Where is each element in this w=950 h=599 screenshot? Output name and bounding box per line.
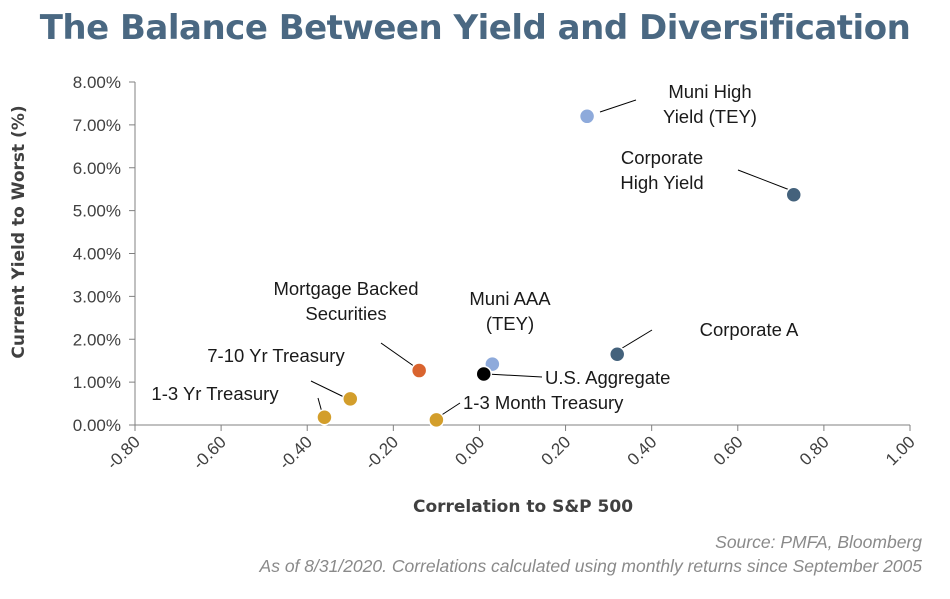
point-label: Corporate A [700, 319, 799, 340]
leader-line [599, 99, 637, 113]
point-label-line: Corporate [621, 147, 703, 168]
point-label: 1-3 Yr Treasury [151, 383, 279, 404]
leader-line [380, 342, 419, 370]
data-point [475, 365, 492, 383]
data-point [428, 411, 445, 429]
point-label-line: 1-3 Yr Treasury [151, 383, 279, 404]
data-point [578, 108, 596, 125]
x-tick-label: -0.40 [275, 432, 316, 473]
x-tick-label: 0.80 [796, 432, 833, 469]
point-label-line: Corporate A [700, 319, 799, 340]
y-tick-label: 0.00% [73, 416, 121, 435]
leader-lines [310, 99, 796, 419]
point-label: Corporate High Yield [620, 147, 703, 193]
point-label-line: Mortgage Backed [273, 278, 418, 299]
y-axis-title: Current Yield to Worst (%) [9, 105, 29, 358]
data-point [342, 390, 359, 408]
point-label-line: 7-10 Yr Treasury [207, 345, 345, 366]
point-label-line: 1-3 Month Treasury [463, 392, 624, 413]
point-label: 7-10 Yr Treasury [207, 345, 345, 366]
y-tick-label: 7.00% [73, 116, 121, 135]
y-tick-label: 8.00% [73, 73, 121, 92]
x-tick-label: 0.20 [538, 432, 575, 469]
y-tick-label: 1.00% [73, 373, 121, 392]
x-tick-label: 0.00 [451, 432, 488, 469]
data-points [316, 108, 802, 429]
y-tick-label: 4.00% [73, 245, 121, 264]
point-label-line: Securities [305, 303, 386, 324]
point-label: Mortgage Backed Securities [273, 278, 418, 324]
data-point [410, 362, 428, 379]
chart-title: The Balance Between Yield and Diversific… [39, 8, 911, 48]
tick-labels: 0.00% 1.00% 2.00% 3.00% 4.00% 5.00% 6.00% 7.00%… [73, 73, 919, 473]
point-label-line: U.S. Aggregate [545, 367, 670, 388]
data-point [316, 409, 333, 426]
x-axis-title: Correlation to S&P 500 [413, 497, 633, 517]
leader-line [486, 373, 543, 378]
point-label-line: Muni High [668, 81, 751, 102]
data-point [608, 346, 626, 363]
leader-line [310, 380, 345, 398]
y-tick-label: 2.00% [73, 330, 121, 349]
x-tick-label: 1.00 [882, 432, 919, 469]
x-tick-label: 0.40 [624, 432, 661, 469]
y-tick-label: 6.00% [73, 159, 121, 178]
y-tick-label: 5.00% [73, 202, 121, 221]
point-label-line: (TEY) [486, 313, 534, 334]
point-label-line: Muni AAA [469, 288, 551, 309]
point-label: 1-3 Month Treasury [463, 392, 624, 413]
point-label-line: Yield (TEY) [663, 106, 757, 127]
data-point [785, 186, 802, 204]
point-label: U.S. Aggregate [545, 367, 670, 388]
leader-line [737, 169, 796, 193]
point-label: Muni High Yield (TEY) [663, 81, 757, 127]
y-tick-label: 3.00% [73, 287, 121, 306]
source-note: Source: PMFA, Bloomberg [715, 532, 922, 552]
leader-line [618, 329, 653, 351]
point-label: Muni AAA (TEY) [469, 288, 551, 334]
x-tick-label: 0.60 [710, 432, 747, 469]
x-tick-label: -0.80 [103, 432, 144, 473]
chart-axes [129, 81, 911, 431]
point-label-line: High Yield [620, 172, 703, 193]
x-tick-label: -0.60 [189, 432, 230, 473]
footnote: As of 8/31/2020. Correlations calculated… [259, 556, 922, 576]
point-labels: Muni High Yield (TEY)Corporate High YieldC… [151, 81, 799, 413]
x-tick-label: -0.20 [361, 432, 402, 473]
